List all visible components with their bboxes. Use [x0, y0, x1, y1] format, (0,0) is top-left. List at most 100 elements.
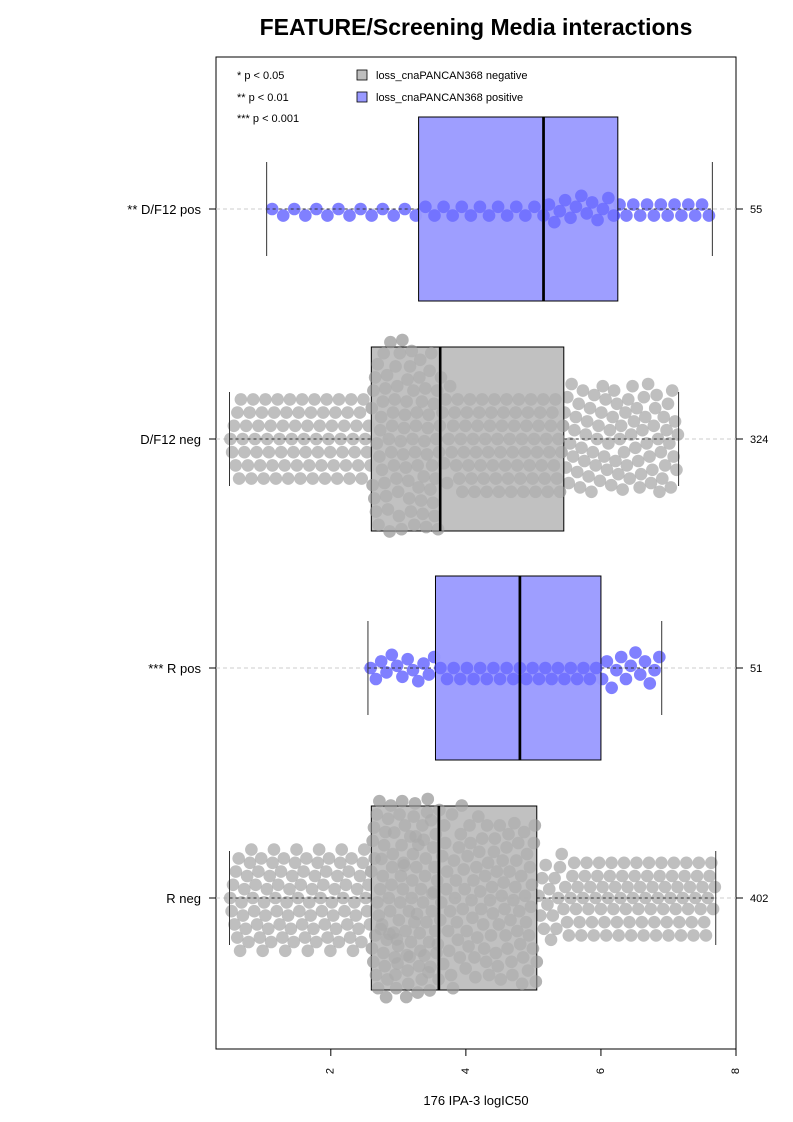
- data-point: [404, 505, 418, 518]
- data-point: [694, 902, 707, 916]
- data-point: [499, 929, 512, 942]
- data-point: [437, 819, 451, 832]
- data-point: [315, 459, 328, 472]
- data-point: [544, 933, 558, 947]
- data-point: [510, 854, 523, 867]
- data-point: [640, 437, 654, 450]
- data-point: [494, 445, 507, 459]
- data-point: [504, 485, 518, 499]
- data-point: [414, 494, 428, 507]
- data-point: [375, 852, 388, 866]
- data-point: [343, 931, 357, 944]
- data-point: [367, 384, 380, 397]
- data-point: [519, 672, 533, 686]
- data-point: [264, 419, 277, 433]
- data-point: [610, 397, 624, 411]
- data-point: [350, 419, 363, 433]
- data-point: [401, 964, 414, 977]
- data-point: [227, 419, 241, 433]
- data-point: [573, 915, 586, 929]
- data-point: [418, 434, 431, 448]
- x-tick-label: 6: [595, 1068, 607, 1074]
- data-point: [277, 852, 291, 865]
- data-point: [476, 918, 490, 931]
- data-point: [304, 909, 317, 922]
- data-point: [365, 865, 378, 878]
- data-point: [634, 467, 648, 481]
- data-point: [478, 869, 492, 883]
- data-point: [681, 902, 695, 916]
- data-point: [599, 393, 612, 406]
- data-point: [607, 902, 620, 916]
- data-point: [354, 202, 367, 216]
- data-point: [583, 401, 597, 415]
- data-point: [397, 421, 411, 435]
- data-point: [339, 459, 353, 472]
- data-point: [692, 856, 706, 870]
- data-point: [370, 808, 384, 821]
- data-point: [661, 209, 674, 222]
- data-point: [437, 200, 450, 214]
- data-point: [665, 869, 679, 883]
- data-point: [562, 476, 576, 490]
- data-point: [353, 869, 367, 883]
- data-point: [365, 209, 378, 222]
- data-point: [274, 445, 288, 459]
- data-point: [471, 419, 484, 433]
- data-point: [575, 441, 588, 455]
- data-point: [448, 406, 462, 419]
- data-point: [290, 843, 303, 856]
- data-point: [376, 395, 390, 408]
- data-point: [695, 198, 709, 211]
- data-point: [518, 889, 532, 903]
- data-point: [602, 191, 615, 205]
- data-point: [357, 843, 371, 856]
- data-point: [524, 393, 538, 406]
- data-point: [327, 459, 340, 472]
- data-point: [538, 472, 552, 485]
- data-point: [542, 882, 556, 896]
- data-point: [558, 672, 571, 686]
- data-point: [423, 364, 436, 378]
- data-point: [421, 421, 435, 435]
- data-point: [341, 406, 354, 419]
- data-point: [489, 472, 503, 485]
- data-point: [549, 393, 562, 406]
- data-point: [580, 415, 594, 428]
- data-point: [548, 871, 561, 885]
- data-point: [551, 661, 565, 675]
- data-point: [669, 902, 682, 916]
- data-point: [249, 878, 262, 892]
- data-point: [662, 929, 675, 942]
- data-point: [379, 382, 392, 395]
- data-point: [488, 393, 501, 406]
- data-point: [469, 445, 483, 459]
- data-point: [334, 432, 347, 446]
- data-point: [419, 382, 432, 395]
- data-point: [229, 865, 243, 878]
- data-point: [619, 672, 633, 686]
- data-point: [501, 472, 515, 485]
- data-point: [356, 856, 370, 870]
- data-point: [641, 377, 655, 391]
- data-point: [440, 865, 454, 878]
- data-point: [454, 672, 467, 686]
- data-point: [563, 437, 577, 450]
- data-point: [578, 869, 592, 883]
- data-point: [373, 450, 386, 463]
- data-point: [542, 198, 556, 211]
- plot-frame: [215, 56, 737, 1050]
- data-point: [665, 384, 679, 397]
- data-point: [357, 393, 370, 406]
- data-point: [231, 406, 244, 419]
- data-point: [355, 935, 368, 949]
- data-point: [668, 415, 682, 428]
- data-point: [333, 856, 347, 870]
- data-point: [450, 915, 464, 929]
- data-point: [579, 428, 593, 441]
- data-point: [675, 209, 688, 222]
- data-point: [460, 924, 473, 938]
- data-point: [480, 819, 494, 832]
- data-point: [562, 929, 576, 942]
- data-point: [603, 869, 617, 883]
